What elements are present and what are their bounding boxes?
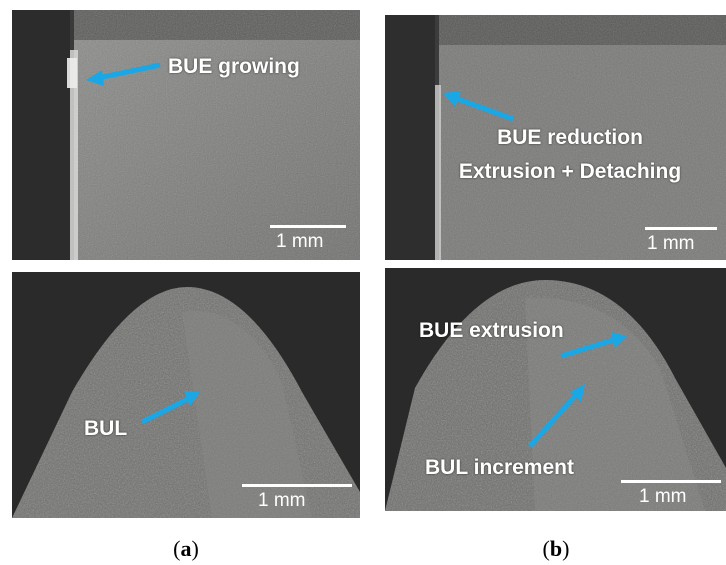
label-extrusion-detaching: Extrusion + Detaching [458, 160, 682, 183]
caption-a-letter: a [180, 536, 192, 561]
caption-b-letter: b [549, 536, 563, 561]
scale-bar-text: 1 mm [639, 486, 687, 507]
panel-b-bottom-micrograph: BUE extrusion BUL increment 1 mm [385, 268, 726, 511]
caption-b-open: ( [542, 536, 550, 561]
tool-flank-image [12, 10, 360, 260]
caption-b: (b) [543, 536, 570, 562]
caption-a-close: ) [191, 536, 199, 561]
tool-flank-image [385, 15, 726, 260]
tool-nose-image [385, 268, 726, 511]
caption-a: (a) [173, 536, 199, 562]
scale-bar-line [270, 225, 346, 228]
arrows-bue-extrusion-bul-increment [528, 332, 627, 448]
arrow-bul [140, 391, 200, 425]
label-bue-extrusion: BUE extrusion [419, 319, 564, 342]
scale-bar-text: 1 mm [647, 233, 695, 254]
label-bue-reduction: BUE reduction [497, 126, 643, 149]
label-bue-growing: BUE growing [168, 55, 300, 78]
caption-b-close: ) [562, 536, 570, 561]
label-bul: BUL [84, 417, 128, 440]
panel-a-bottom-micrograph: BUL 1 mm [12, 272, 360, 518]
panel-a-top-micrograph: BUE growing 1 mm [12, 10, 360, 260]
scale-bar-line [645, 227, 717, 230]
arrow-bue-extrusion [560, 337, 614, 359]
arrow-bue-growing [86, 62, 161, 86]
scale-bar-line [621, 480, 721, 483]
arrow-bue-reduction [443, 91, 514, 122]
scale-bar-text: 1 mm [258, 490, 306, 511]
caption-a-open: ( [173, 536, 181, 561]
scale-bar-text: 1 mm [276, 231, 324, 252]
scale-bar-line [242, 484, 352, 487]
arrow-bul-increment [528, 394, 577, 448]
panel-b-top-micrograph: BUE reduction Extrusion + Detaching 1 mm [385, 15, 726, 260]
label-bul-increment: BUL increment [425, 456, 574, 479]
